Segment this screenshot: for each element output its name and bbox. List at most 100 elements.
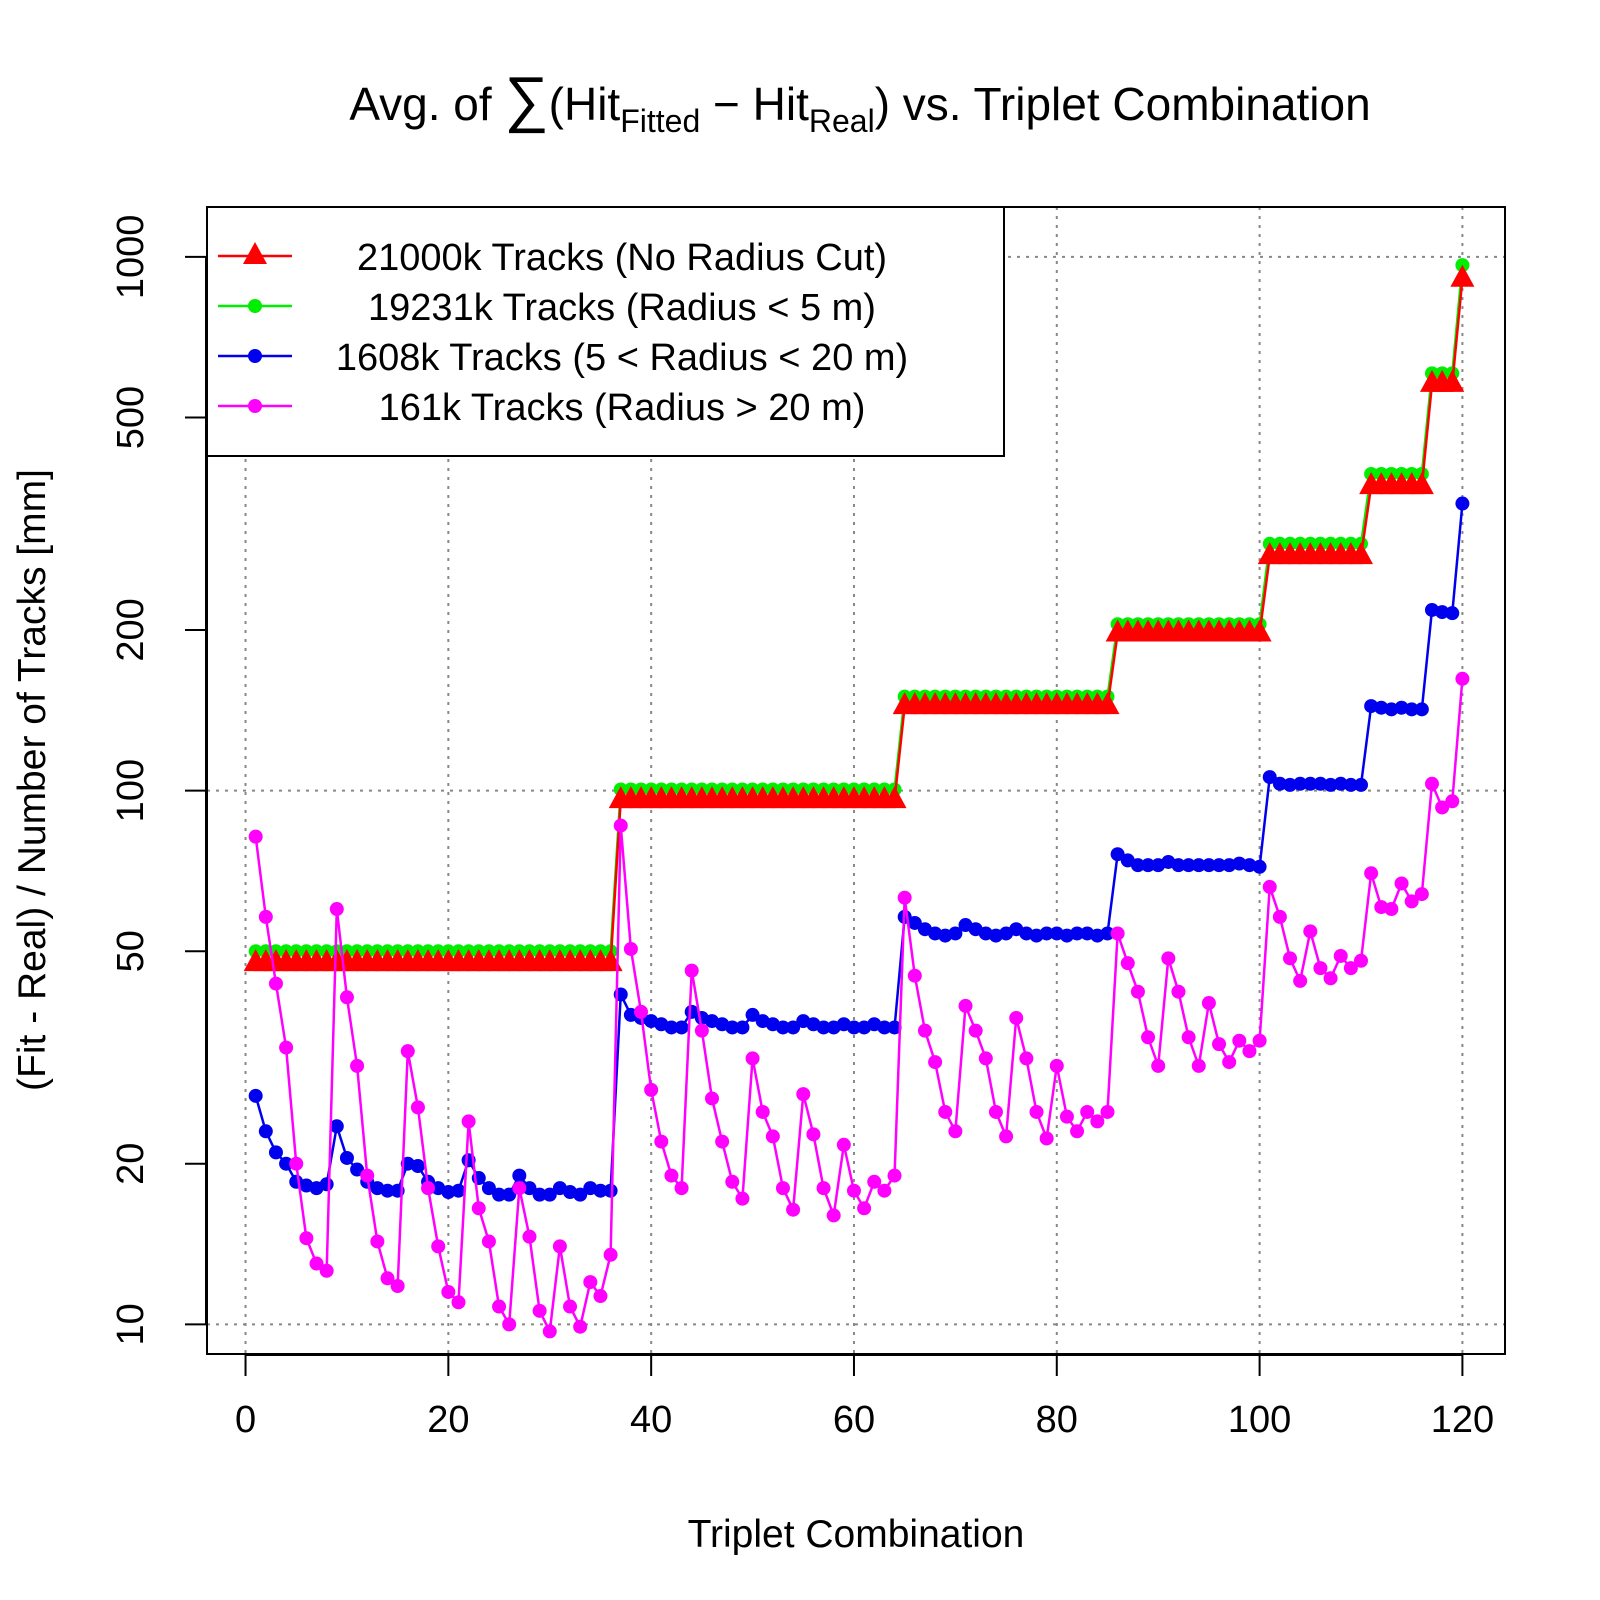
data-point — [1059, 1109, 1074, 1124]
series-line — [619, 825, 633, 950]
data-point — [1283, 951, 1298, 966]
data-point — [1272, 909, 1287, 924]
series-line — [1106, 933, 1119, 1113]
series-line — [893, 705, 906, 801]
data-point — [400, 1044, 415, 1059]
data-point — [1095, 692, 1120, 715]
data-point — [1445, 606, 1460, 621]
data-point — [522, 1229, 537, 1244]
data-point — [481, 1181, 496, 1196]
data-point — [1293, 973, 1308, 988]
data-point — [1414, 887, 1429, 902]
data-point — [552, 1239, 567, 1254]
data-point — [289, 1156, 304, 1171]
data-point — [745, 1051, 760, 1066]
data-point — [1450, 264, 1475, 287]
data-point — [1181, 858, 1196, 873]
series-line — [954, 1005, 967, 1132]
series-line — [1177, 991, 1190, 1038]
data-point — [583, 1275, 598, 1290]
y-tick-label: 200 — [110, 598, 152, 661]
data-point — [836, 1137, 851, 1152]
data-point — [725, 1020, 740, 1035]
data-point — [542, 1324, 557, 1339]
series-line — [893, 897, 906, 1176]
data-point — [806, 1127, 821, 1142]
data-point — [339, 1150, 354, 1165]
data-point — [1303, 924, 1318, 939]
series-line — [1420, 783, 1434, 895]
data-point — [1019, 1051, 1034, 1066]
series-line — [1258, 555, 1271, 634]
data-point — [705, 1091, 720, 1106]
data-point — [502, 1317, 517, 1332]
data-point — [988, 1104, 1003, 1119]
data-point — [329, 1119, 344, 1134]
data-point — [1435, 800, 1450, 815]
series-line — [741, 1058, 754, 1199]
data-point — [826, 1208, 841, 1223]
series-line — [457, 1121, 470, 1303]
x-tick-label: 40 — [630, 1399, 672, 1441]
series-line — [1025, 1058, 1038, 1113]
series-line — [365, 1175, 379, 1242]
data-point — [1222, 1055, 1237, 1070]
series-line — [518, 1187, 531, 1237]
data-point — [360, 1168, 375, 1183]
data-point — [765, 1129, 780, 1144]
data-point — [563, 1299, 578, 1314]
data-point — [786, 1202, 801, 1217]
series-line — [710, 1098, 724, 1142]
series-line — [406, 1050, 420, 1108]
series-line — [355, 1065, 369, 1176]
data-point — [745, 1007, 760, 1022]
data-point — [593, 1183, 608, 1198]
series-line — [690, 970, 704, 1031]
data-point — [431, 1239, 446, 1254]
series-line — [1359, 873, 1373, 961]
legend-marker — [248, 399, 262, 413]
data-point — [1424, 776, 1439, 791]
data-point — [1252, 859, 1267, 874]
data-point — [461, 1114, 476, 1129]
data-point — [1212, 1037, 1227, 1052]
data-point — [1404, 702, 1419, 717]
series-line — [609, 825, 622, 1255]
series-line — [1451, 678, 1464, 802]
series-line — [1258, 776, 1271, 867]
data-point — [1364, 866, 1379, 881]
data-point — [1141, 1030, 1156, 1045]
series-line — [913, 975, 927, 1031]
data-point — [512, 1168, 527, 1183]
data-point — [532, 1303, 547, 1318]
series-line — [1359, 705, 1373, 786]
data-point — [1394, 876, 1409, 891]
data-point — [410, 1100, 425, 1115]
sum-symbol: ∑ — [504, 65, 548, 134]
data-point — [948, 1124, 963, 1139]
series-line — [1451, 503, 1464, 614]
data-point — [938, 1104, 953, 1119]
data-point — [1039, 926, 1054, 941]
x-tick-label: 120 — [1431, 1399, 1494, 1441]
x-tick-label: 80 — [1036, 1399, 1078, 1441]
data-point — [1090, 1114, 1105, 1129]
data-point — [1141, 858, 1156, 873]
data-point — [1130, 858, 1145, 873]
data-point — [1080, 1104, 1095, 1119]
series-line — [751, 1058, 764, 1113]
data-point — [502, 1187, 517, 1202]
data-point — [1354, 953, 1369, 968]
data-point — [573, 1187, 588, 1202]
data-point — [846, 1183, 861, 1198]
data-point — [735, 1020, 750, 1035]
data-point — [917, 1023, 932, 1038]
data-point — [248, 829, 263, 844]
data-point — [1191, 858, 1206, 873]
series-line — [1207, 1002, 1221, 1045]
data-point — [857, 1201, 872, 1216]
series-line — [791, 1094, 805, 1210]
series-line — [548, 1246, 562, 1332]
series-line — [264, 916, 278, 984]
data-point — [1029, 1104, 1044, 1119]
